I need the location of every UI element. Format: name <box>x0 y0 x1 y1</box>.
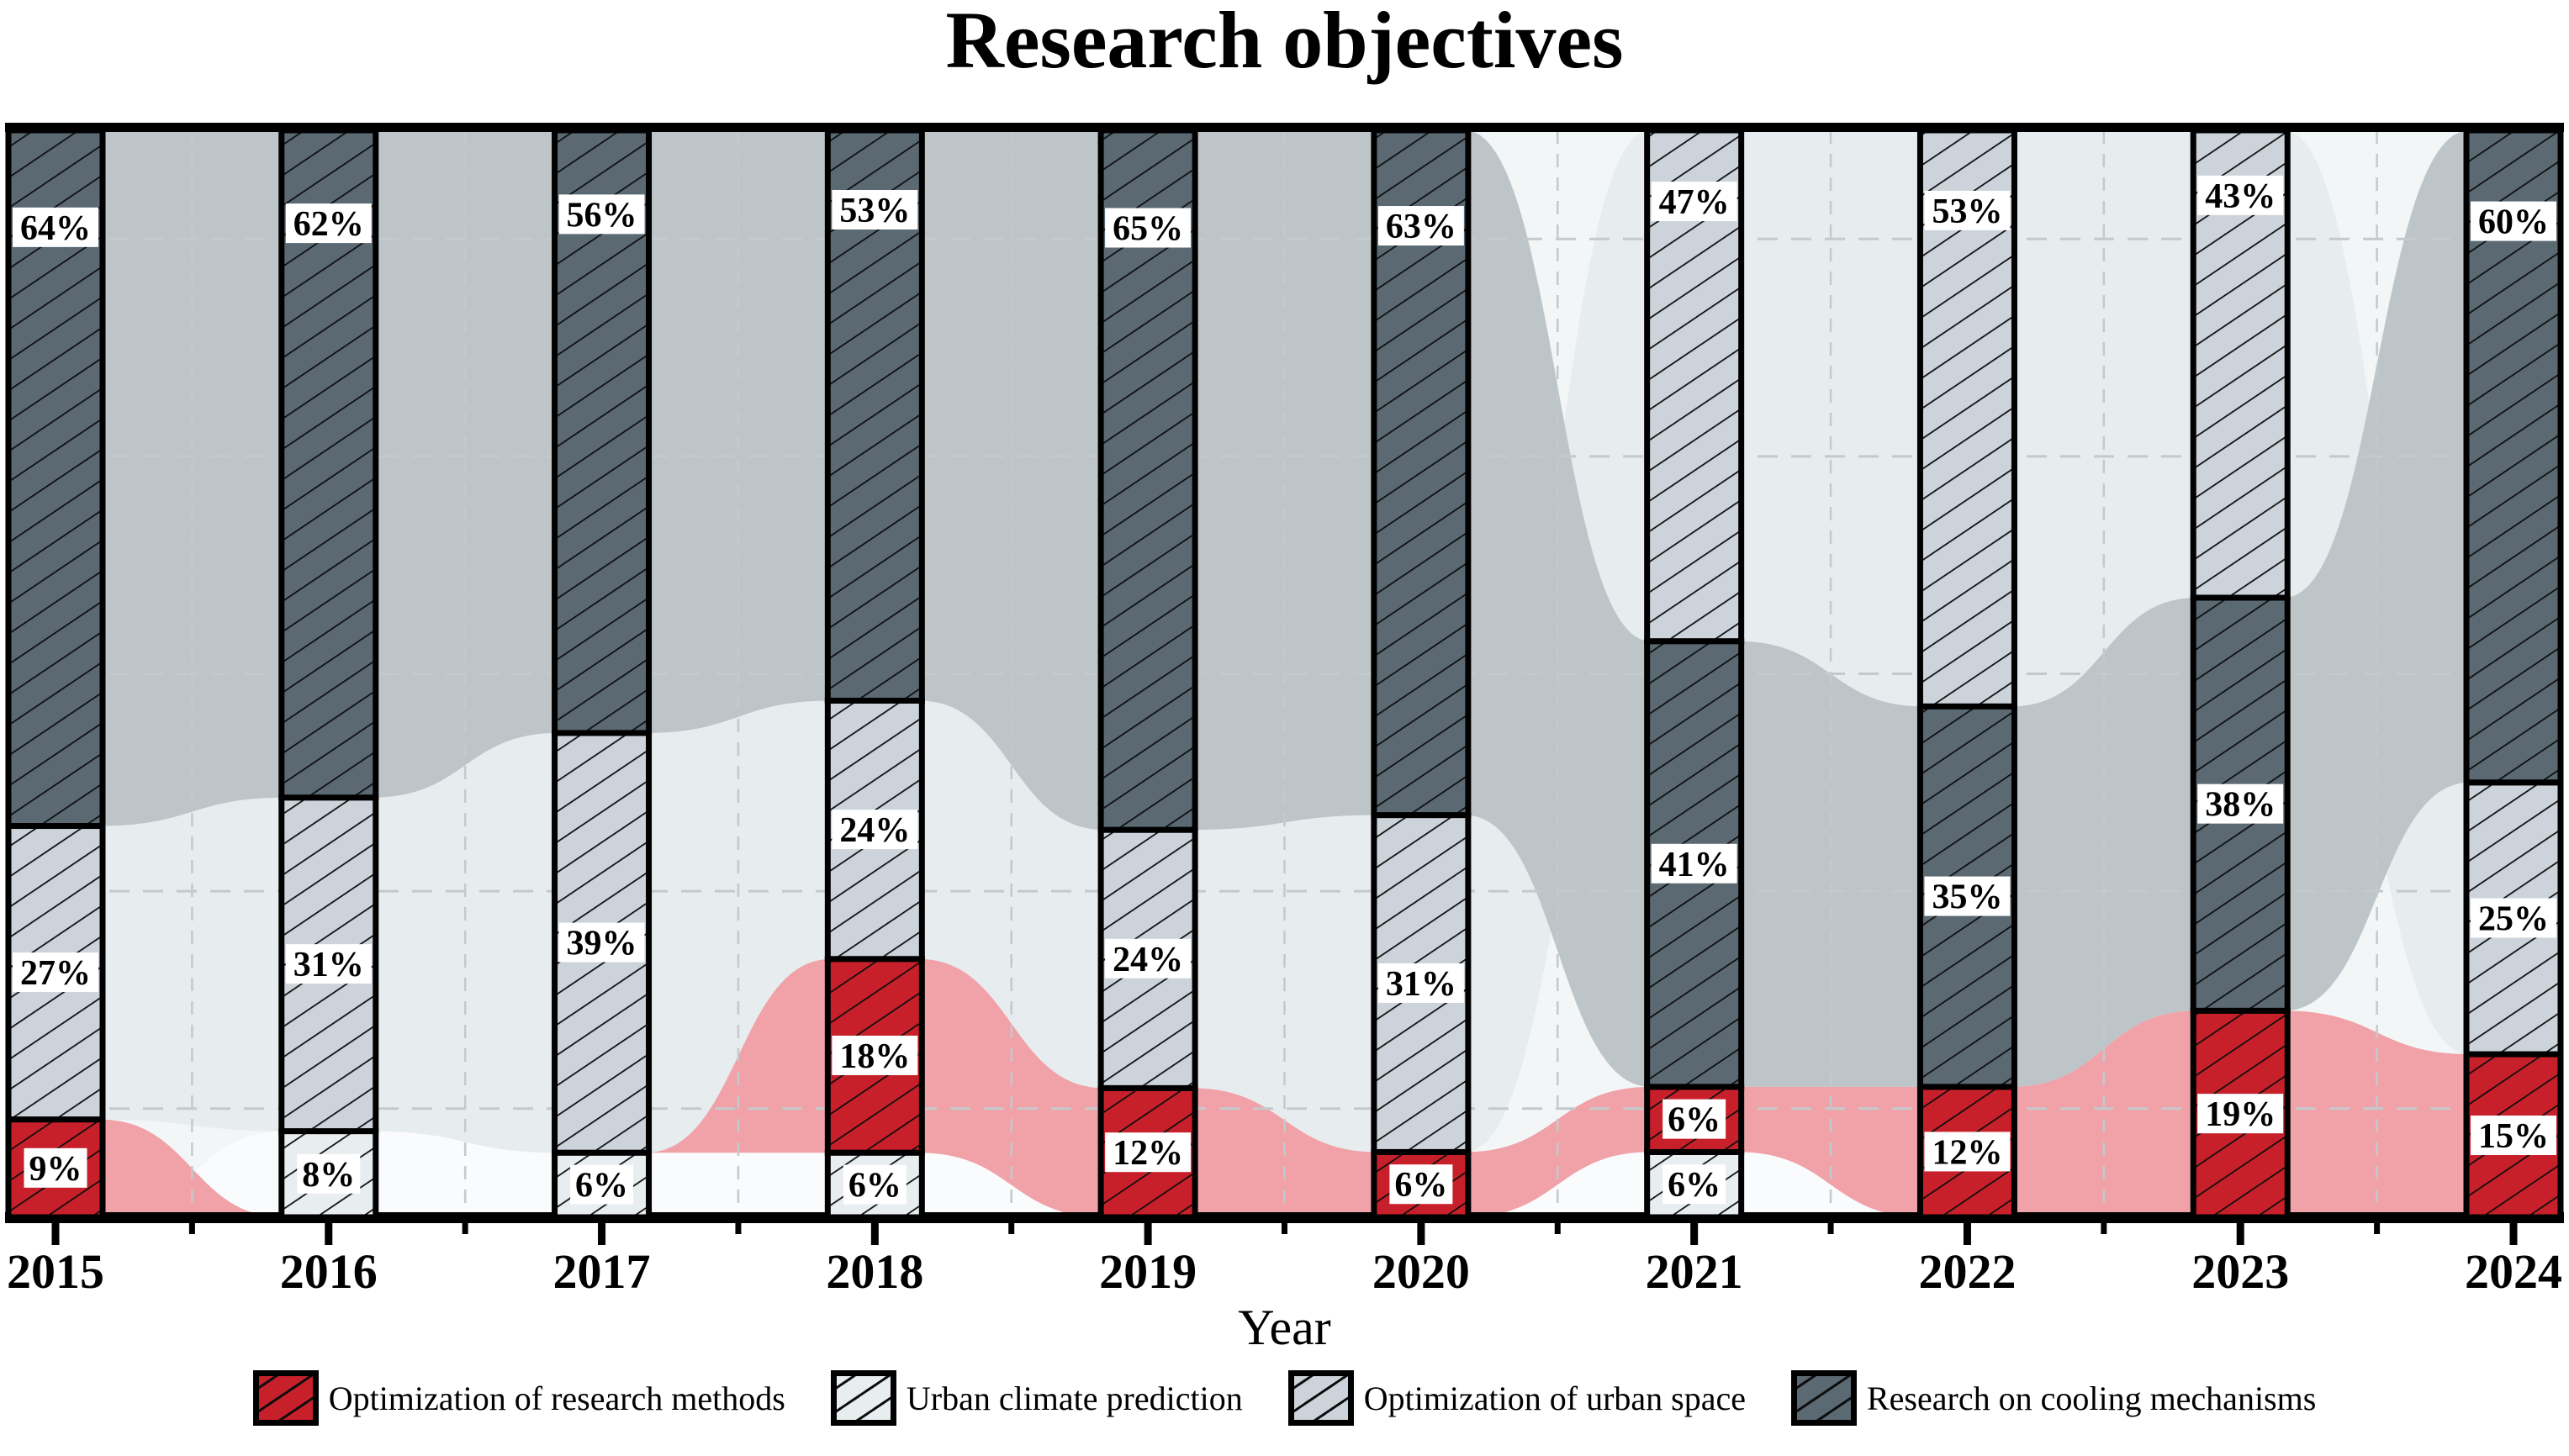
svg-text:2015: 2015 <box>7 1244 104 1299</box>
svg-text:27%: 27% <box>20 954 91 993</box>
legend-label: Optimization of research methods <box>328 1379 785 1417</box>
svg-text:65%: 65% <box>1113 209 1183 248</box>
svg-text:38%: 38% <box>2205 786 2276 825</box>
gridlines <box>8 130 2561 1213</box>
legend-item-research-methods: Optimization of research methods <box>252 1370 785 1426</box>
legend-label: Urban climate prediction <box>906 1379 1243 1417</box>
svg-text:39%: 39% <box>567 925 637 963</box>
svg-text:64%: 64% <box>20 209 91 248</box>
chart-title: Research objectives <box>945 0 1624 85</box>
svg-text:2021: 2021 <box>1646 1244 1743 1299</box>
svg-text:19%: 19% <box>2205 1095 2276 1134</box>
svg-text:18%: 18% <box>839 1037 910 1076</box>
legend-item-cooling-mechanisms: Research on cooling mechanisms <box>1791 1370 2316 1426</box>
legend-item-urban-space: Optimization of urban space <box>1287 1370 1746 1426</box>
x-axis-title: Year <box>1238 1300 1331 1355</box>
svg-text:43%: 43% <box>2205 177 2276 216</box>
svg-text:24%: 24% <box>1113 941 1183 979</box>
segment-percent-labels: 9% 27% 64% 8% 31% 62% 6% 39% 56% 6% 18% 24% 53% 12% 24… <box>13 175 2556 1205</box>
legend-swatch-cooling-mechanisms <box>1791 1370 1857 1426</box>
svg-text:6%: 6% <box>575 1167 628 1205</box>
legend-label: Research on cooling mechanisms <box>1867 1379 2317 1417</box>
svg-text:6%: 6% <box>848 1167 901 1205</box>
svg-text:6%: 6% <box>1668 1166 1721 1205</box>
legend-swatch-climate-prediction <box>830 1370 896 1426</box>
svg-text:41%: 41% <box>1659 846 1730 884</box>
svg-text:60%: 60% <box>2478 203 2549 242</box>
svg-text:2016: 2016 <box>280 1244 378 1299</box>
svg-text:24%: 24% <box>839 811 910 850</box>
legend: Optimization of research methods Urban c… <box>0 1370 2569 1426</box>
svg-text:2019: 2019 <box>1099 1244 1197 1299</box>
svg-text:2020: 2020 <box>1372 1244 1470 1299</box>
legend-swatch-urban-space <box>1287 1370 1354 1426</box>
svg-text:12%: 12% <box>1113 1134 1183 1173</box>
svg-text:15%: 15% <box>2478 1117 2549 1156</box>
svg-text:6%: 6% <box>1668 1101 1721 1140</box>
year-tick-labels: 2015 2016 2017 2018 2019 2020 2021 2022 2023 2024 <box>7 1244 2562 1299</box>
legend-swatch-research-methods <box>252 1370 319 1426</box>
legend-item-climate-prediction: Urban climate prediction <box>830 1370 1243 1426</box>
svg-text:12%: 12% <box>1932 1133 2002 1172</box>
legend-label: Optimization of urban space <box>1363 1379 1746 1417</box>
svg-text:9%: 9% <box>29 1150 82 1189</box>
svg-text:2024: 2024 <box>2465 1244 2562 1299</box>
svg-text:2017: 2017 <box>553 1244 651 1299</box>
svg-text:35%: 35% <box>1932 878 2002 917</box>
svg-text:31%: 31% <box>1386 965 1456 1004</box>
svg-text:31%: 31% <box>293 946 364 984</box>
svg-text:53%: 53% <box>1932 193 2002 231</box>
svg-text:2022: 2022 <box>1918 1244 2016 1299</box>
svg-text:56%: 56% <box>567 196 637 235</box>
svg-text:6%: 6% <box>1394 1166 1447 1205</box>
svg-text:47%: 47% <box>1659 183 1730 222</box>
svg-text:2018: 2018 <box>826 1244 923 1299</box>
svg-text:63%: 63% <box>1386 208 1456 246</box>
svg-text:2023: 2023 <box>2191 1244 2289 1299</box>
svg-text:62%: 62% <box>293 205 364 244</box>
svg-text:8%: 8% <box>302 1156 355 1195</box>
svg-text:53%: 53% <box>839 192 910 230</box>
svg-text:25%: 25% <box>2478 899 2549 938</box>
